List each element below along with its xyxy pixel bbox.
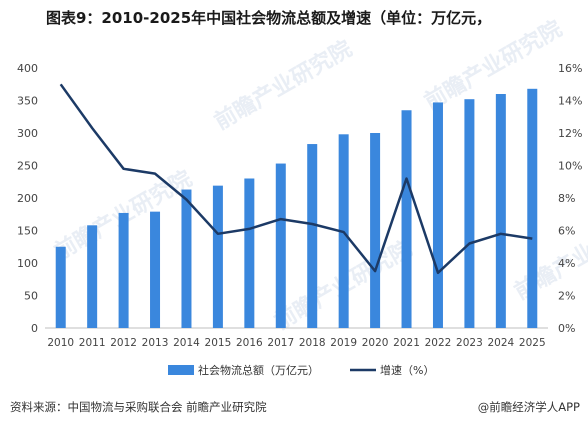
bar xyxy=(55,246,66,328)
legend-bar-swatch xyxy=(168,365,194,375)
y-left-tick-label: 200 xyxy=(17,192,38,205)
bar-series xyxy=(55,88,538,328)
bar xyxy=(370,133,381,328)
watermark-text: 前瞻产业研究院 xyxy=(420,16,566,116)
x-tick-label: 2022 xyxy=(425,337,452,349)
bar xyxy=(244,178,255,328)
x-tick-label: 2023 xyxy=(456,337,483,349)
x-tick-label: 2012 xyxy=(110,337,137,349)
bar xyxy=(432,102,443,328)
bar xyxy=(464,99,475,328)
x-tick-label: 2010 xyxy=(47,337,74,349)
y-left-tick-label: 400 xyxy=(17,62,38,75)
watermark-text: 前瞻产业研究院 xyxy=(510,206,588,306)
y-left-tick-label: 100 xyxy=(17,257,38,270)
x-tick-label: 2021 xyxy=(393,337,420,349)
bar xyxy=(527,88,538,328)
y-left-tick-label: 300 xyxy=(17,127,38,140)
y-right-tick-label: 16% xyxy=(558,62,582,75)
bar xyxy=(181,189,192,328)
bar xyxy=(495,94,506,328)
bar xyxy=(307,144,318,328)
y-left-tick-label: 250 xyxy=(17,160,38,173)
line-series xyxy=(59,83,533,275)
y-right-tick-label: 6% xyxy=(558,225,575,238)
x-tick-label: 2015 xyxy=(205,337,232,349)
watermark-text: 前瞻产业研究院 xyxy=(210,36,356,136)
legend-line-label: 增速（%） xyxy=(380,363,434,377)
y-right-tick-label: 2% xyxy=(558,290,575,303)
y-right-tick-label: 14% xyxy=(558,95,582,108)
bar xyxy=(275,163,286,328)
y-left-tick-label: 350 xyxy=(17,95,38,108)
bar xyxy=(401,110,412,328)
x-tick-label: 2025 xyxy=(519,337,546,349)
x-tick-label: 2017 xyxy=(267,337,294,349)
x-tick-label: 2020 xyxy=(362,337,389,349)
x-tick-label: 2016 xyxy=(236,337,263,349)
bar xyxy=(150,211,161,328)
axes: 0 50 100 150 200 250 300 350 400 0% 2% 4% 6% 8% 10% 12%… xyxy=(17,62,582,349)
x-tick-label: 2018 xyxy=(299,337,326,349)
bar xyxy=(118,212,129,328)
chart-title: 图表9：2010-2025年中国社会物流总额及增速（单位：万亿元， xyxy=(46,9,492,27)
y-right-tick-label: 0% xyxy=(558,322,575,335)
y-left-tick-label: 150 xyxy=(17,225,38,238)
brand-note: @前瞻经济学人APP xyxy=(477,400,580,414)
growth-line xyxy=(59,83,533,275)
y-left-tick-label: 50 xyxy=(24,290,38,303)
y-right-tick-label: 12% xyxy=(558,127,582,140)
bar xyxy=(87,225,98,328)
x-tick-label: 2014 xyxy=(173,337,200,349)
x-tick-label: 2019 xyxy=(330,337,357,349)
bar xyxy=(212,185,223,328)
x-tick-label: 2011 xyxy=(79,337,106,349)
y-right-tick-label: 8% xyxy=(558,192,575,205)
x-tick-label: 2024 xyxy=(487,337,514,349)
source-note: 资料来源：中国物流与采购联合会 前瞻产业研究院 xyxy=(10,400,267,414)
legend: 社会物流总额（万亿元） 增速（%） xyxy=(168,363,434,377)
y-right-tick-label: 4% xyxy=(558,257,575,270)
y-left-tick-label: 0 xyxy=(31,322,38,335)
x-tick-label: 2013 xyxy=(142,337,169,349)
y-right-tick-label: 10% xyxy=(558,160,582,173)
legend-bar-label: 社会物流总额（万亿元） xyxy=(198,363,319,377)
